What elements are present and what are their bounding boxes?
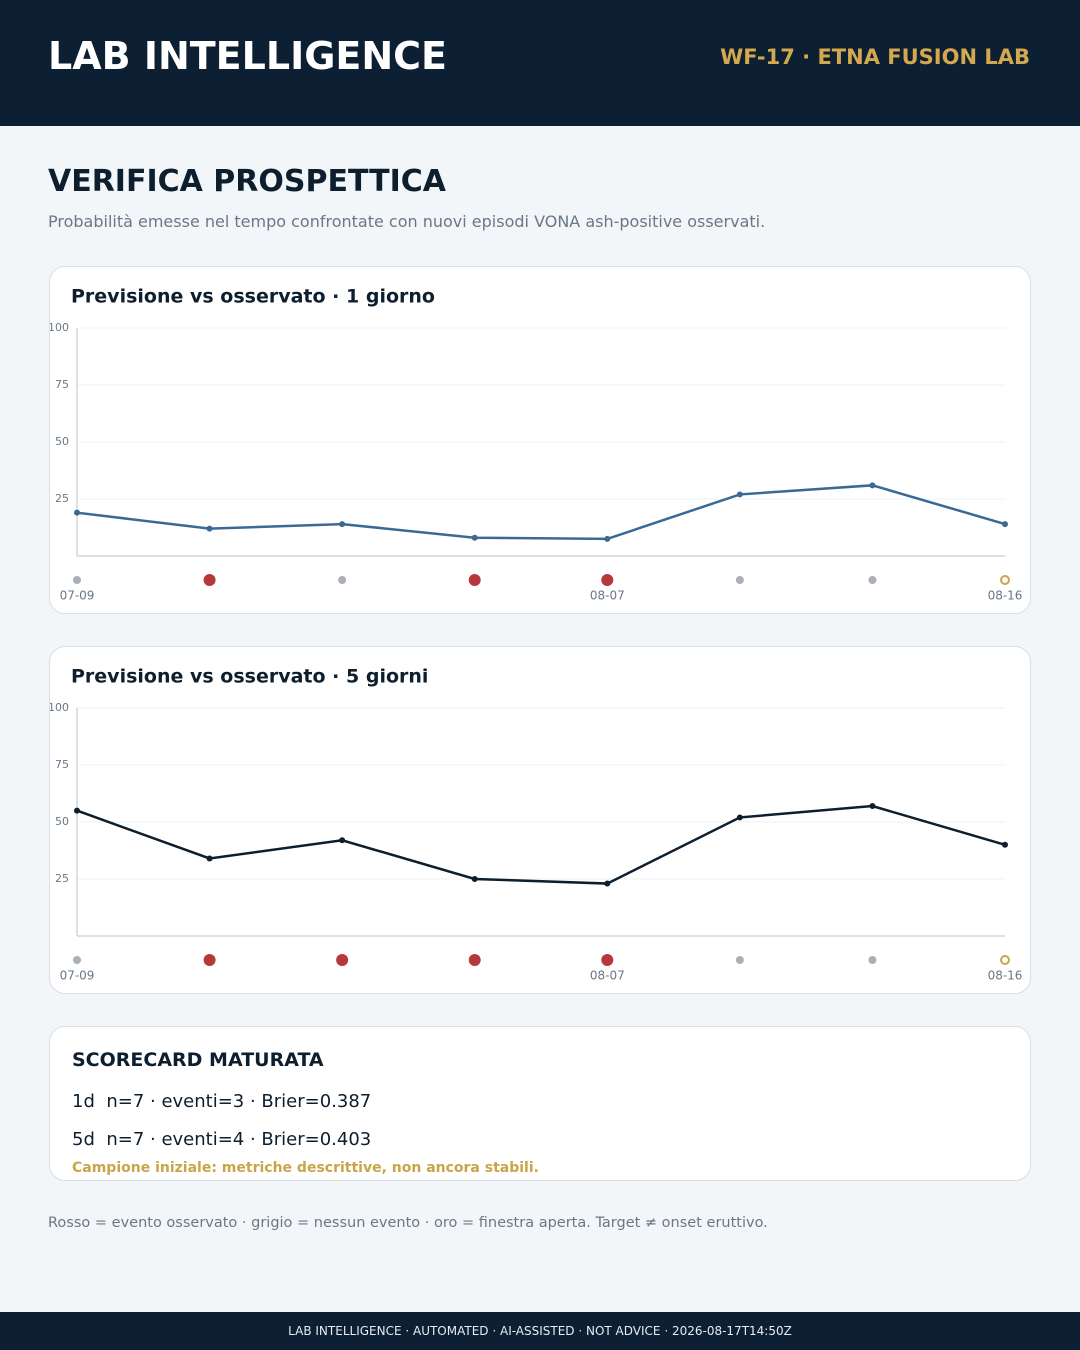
scorecard-note: Campione iniziale: metriche descrittive,… (72, 1160, 539, 1176)
outcome-marker (601, 574, 614, 586)
legend-note: Rosso = evento osservato · grigio = ness… (48, 1215, 768, 1231)
header-title: LAB INTELLIGENCE (48, 34, 447, 78)
horizon: 1d (72, 1091, 95, 1112)
point (74, 807, 80, 814)
outcome-marker (336, 954, 349, 966)
outcome-marker (203, 574, 216, 586)
y-tick-label: 25 (55, 872, 69, 885)
scorecard-row: 1d n=7 · eventi=3 · Brier=0.387 (72, 1091, 371, 1112)
metrics: n=7 · eventi=3 · Brier=0.387 (106, 1091, 372, 1112)
point (471, 534, 478, 541)
chart-card: Previsione vs osservato · 1 giorno 25 50 75… (48, 266, 1031, 614)
chart-card: Previsione vs osservato · 5 giorni 25 50 75… (48, 646, 1031, 994)
header: LAB INTELLIGENCE WF-17 · ETNA FUSION LAB (0, 0, 1080, 126)
point (736, 814, 743, 821)
chart: Previsione vs osservato · 5 giorni 25 50 75… (48, 666, 1023, 983)
x-tick-label: 07-09 (60, 589, 95, 603)
line (76, 804, 1006, 885)
outcome-marker (735, 576, 744, 584)
point (339, 837, 346, 844)
point (471, 876, 478, 882)
outcome-marker (468, 954, 481, 966)
point (206, 855, 213, 862)
outcome-marker (1000, 955, 1010, 965)
chart: Previsione vs osservato · 1 giorno 25 50 75… (48, 286, 1023, 603)
scorecard-row: 5d n=7 · eventi=4 · Brier=0.403 (72, 1129, 371, 1150)
section-title: VERIFICA PROSPETTICA (48, 164, 446, 199)
point (736, 491, 743, 498)
point (869, 482, 876, 489)
x-tick-label: 08-07 (590, 969, 625, 983)
x-tick-label: 07-09 (60, 969, 95, 983)
point (604, 880, 611, 887)
y-tick-label: 50 (55, 815, 69, 828)
outcome-marker (203, 954, 216, 966)
x-tick-label: 08-07 (590, 589, 625, 603)
chart-title: Previsione vs osservato · 1 giorno (71, 286, 435, 308)
footer: LAB INTELLIGENCE · AUTOMATED · AI-ASSIST… (0, 1312, 1080, 1350)
point (604, 535, 611, 542)
outcome-marker (868, 956, 877, 964)
y-tick-label: 75 (55, 378, 69, 391)
outcome-marker (601, 954, 614, 966)
x-tick-label: 08-16 (988, 589, 1023, 603)
y-tick-label: 50 (55, 435, 69, 448)
y-tick-label: 25 (55, 492, 69, 505)
point (1002, 521, 1008, 528)
point (869, 803, 876, 810)
outcome-marker (73, 576, 81, 584)
section-subtitle: Probabilità emesse nel tempo confrontate… (48, 212, 766, 231)
x-tick-label: 08-16 (988, 969, 1023, 983)
point (339, 521, 346, 528)
line (76, 484, 1006, 541)
y-tick-label: 100 (50, 701, 69, 714)
chart-title: Previsione vs osservato · 5 giorni (71, 666, 428, 688)
scorecard: SCORECARD MATURATA 1d n=7 · eventi=3 · B… (49, 1026, 1031, 1181)
header-tag: WF-17 · ETNA FUSION LAB (720, 45, 1030, 69)
y-tick-label: 75 (55, 758, 69, 771)
outcome-marker (73, 956, 81, 964)
outcome-marker (468, 574, 481, 586)
scorecard-title: SCORECARD MATURATA (72, 1049, 324, 1071)
y-tick-label: 100 (50, 321, 69, 334)
outcome-marker (868, 576, 877, 584)
horizon: 5d (72, 1129, 95, 1150)
outcome-marker (735, 956, 744, 964)
outcome-marker (1000, 575, 1010, 585)
point (1002, 841, 1008, 848)
point (74, 509, 80, 516)
outcome-marker (338, 576, 347, 584)
point (206, 525, 213, 532)
metrics: n=7 · eventi=4 · Brier=0.403 (106, 1129, 372, 1150)
